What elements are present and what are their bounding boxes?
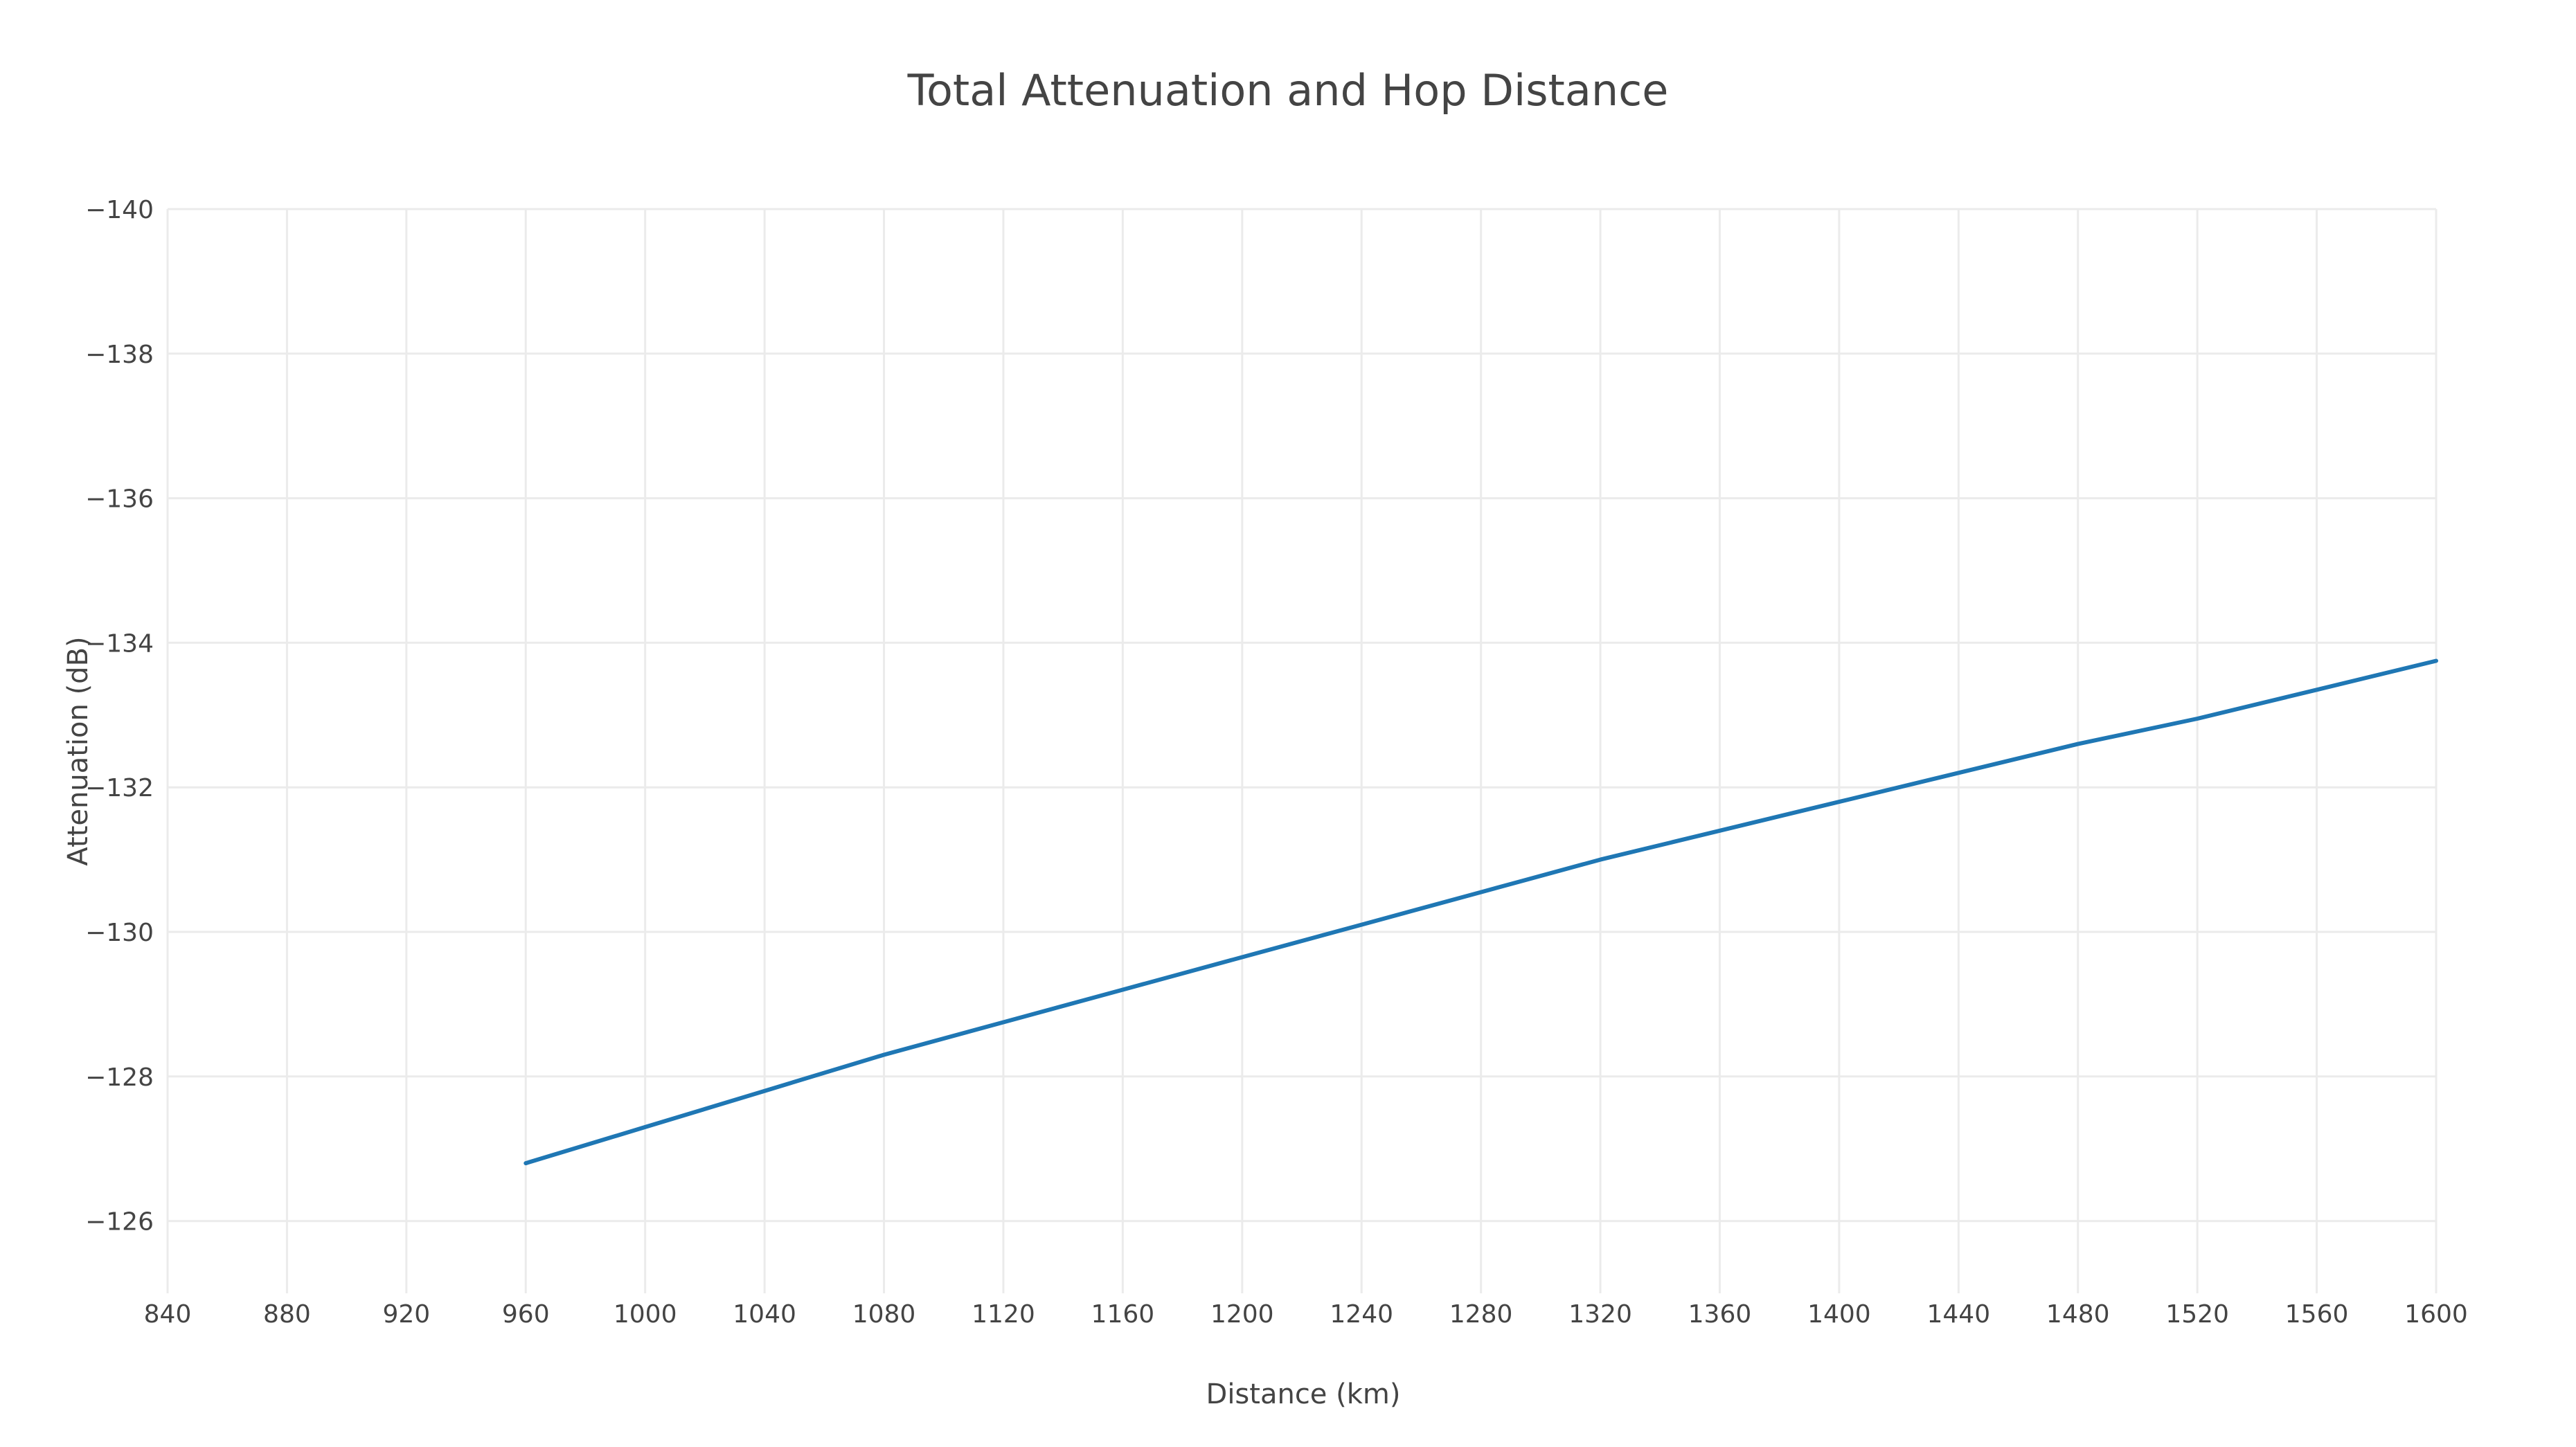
grid-lines — [166, 208, 2438, 1293]
x-tick-label: 1280 — [1449, 1300, 1513, 1329]
y-tick-labels: −140 −138 −136 −134 −132 −130 −128 −126 — [85, 196, 154, 1237]
x-tick-label: 920 — [382, 1300, 430, 1329]
y-tick-label: −132 — [85, 774, 154, 802]
x-tick-label: 1080 — [852, 1300, 916, 1329]
y-tick-label: −134 — [85, 629, 154, 658]
x-tick-label: 1120 — [972, 1300, 1035, 1329]
x-tick-label: 1200 — [1210, 1300, 1274, 1329]
y-axis-title: Attenuation (dB) — [62, 636, 94, 865]
x-tick-label: 1360 — [1688, 1300, 1752, 1329]
series-line-0 — [524, 658, 2438, 1166]
x-tick-label: 1400 — [1807, 1300, 1871, 1329]
x-tick-labels: 840 880 920 960 1000 1040 1080 1120 1160 1200 1240… — [144, 1300, 2468, 1329]
x-tick-label: 1160 — [1091, 1300, 1155, 1329]
x-tick-label: 880 — [263, 1300, 311, 1329]
chart-title: Total Attenuation and Hop Distance — [907, 65, 1669, 116]
x-tick-label: 1480 — [2046, 1300, 2110, 1329]
x-tick-label: 1320 — [1568, 1300, 1632, 1329]
x-tick-label: 1560 — [2285, 1300, 2349, 1329]
x-tick-label: 1240 — [1330, 1300, 1393, 1329]
y-tick-label: −136 — [85, 485, 154, 514]
y-tick-label: −140 — [85, 196, 154, 224]
x-tick-label: 1000 — [614, 1300, 677, 1329]
x-axis-title: Distance (km) — [1206, 1378, 1401, 1410]
y-tick-label: −138 — [85, 341, 154, 369]
x-tick-label: 1440 — [1927, 1300, 1991, 1329]
x-tick-label: 1600 — [2404, 1300, 2468, 1329]
x-tick-label: 1040 — [733, 1300, 796, 1329]
y-tick-label: −128 — [85, 1063, 154, 1092]
x-tick-label: 960 — [502, 1300, 550, 1329]
y-tick-label: −126 — [85, 1208, 154, 1237]
y-tick-label: −130 — [85, 919, 154, 947]
series-lines — [524, 658, 2438, 1166]
x-tick-label: 1520 — [2165, 1300, 2229, 1329]
x-tick-label: 840 — [144, 1300, 192, 1329]
